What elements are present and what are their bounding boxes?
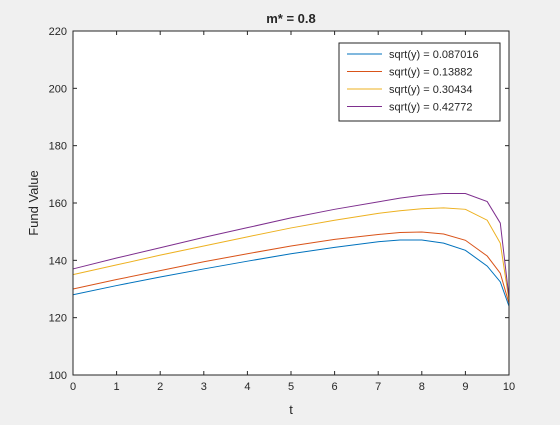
x-tick-label: 0 bbox=[70, 381, 76, 393]
y-tick-label: 160 bbox=[49, 198, 67, 210]
x-tick-label: 4 bbox=[244, 381, 250, 393]
series-line-2 bbox=[72, 231, 510, 304]
series-line-4 bbox=[72, 193, 510, 298]
x-tick-label: 10 bbox=[503, 381, 515, 393]
y-tick-label: 180 bbox=[49, 141, 67, 153]
x-tick-label: 2 bbox=[157, 381, 163, 393]
legend-label: sqrt(y) = 0.13882 bbox=[389, 67, 472, 79]
series-line-1 bbox=[72, 239, 510, 307]
x-axis-ticks: 0 1 2 3 4 5 6 7 8 9 10 bbox=[70, 31, 515, 393]
x-tick-label: 9 bbox=[462, 381, 468, 393]
x-tick-label: 8 bbox=[419, 381, 425, 393]
series-lines bbox=[72, 193, 510, 307]
chart-title: m* = 0.8 bbox=[266, 11, 316, 26]
y-tick-label: 140 bbox=[49, 255, 67, 267]
x-axis-label: t bbox=[289, 402, 293, 417]
y-tick-label: 200 bbox=[49, 83, 67, 95]
y-tick-label: 100 bbox=[49, 370, 67, 382]
legend-box bbox=[338, 42, 501, 122]
legend: sqrt(y) = 0.087016 sqrt(y) = 0.13882 sqrt(… bbox=[338, 42, 501, 122]
y-axis-ticks: 100 120 140 160 180 200 220 bbox=[49, 26, 509, 382]
y-tick-label: 220 bbox=[49, 26, 67, 38]
x-tick-label: 7 bbox=[375, 381, 381, 393]
legend-label: sqrt(y) = 0.42772 bbox=[389, 102, 472, 114]
series-line-3 bbox=[72, 207, 510, 301]
x-tick-label: 5 bbox=[288, 381, 294, 393]
x-tick-label: 1 bbox=[114, 381, 120, 393]
y-axis-label: Fund Value bbox=[26, 170, 41, 236]
y-tick-label: 120 bbox=[49, 313, 67, 325]
legend-label: sqrt(y) = 0.087016 bbox=[389, 49, 479, 61]
x-tick-label: 6 bbox=[332, 381, 338, 393]
x-tick-label: 3 bbox=[201, 381, 207, 393]
legend-label: sqrt(y) = 0.30434 bbox=[389, 84, 472, 96]
